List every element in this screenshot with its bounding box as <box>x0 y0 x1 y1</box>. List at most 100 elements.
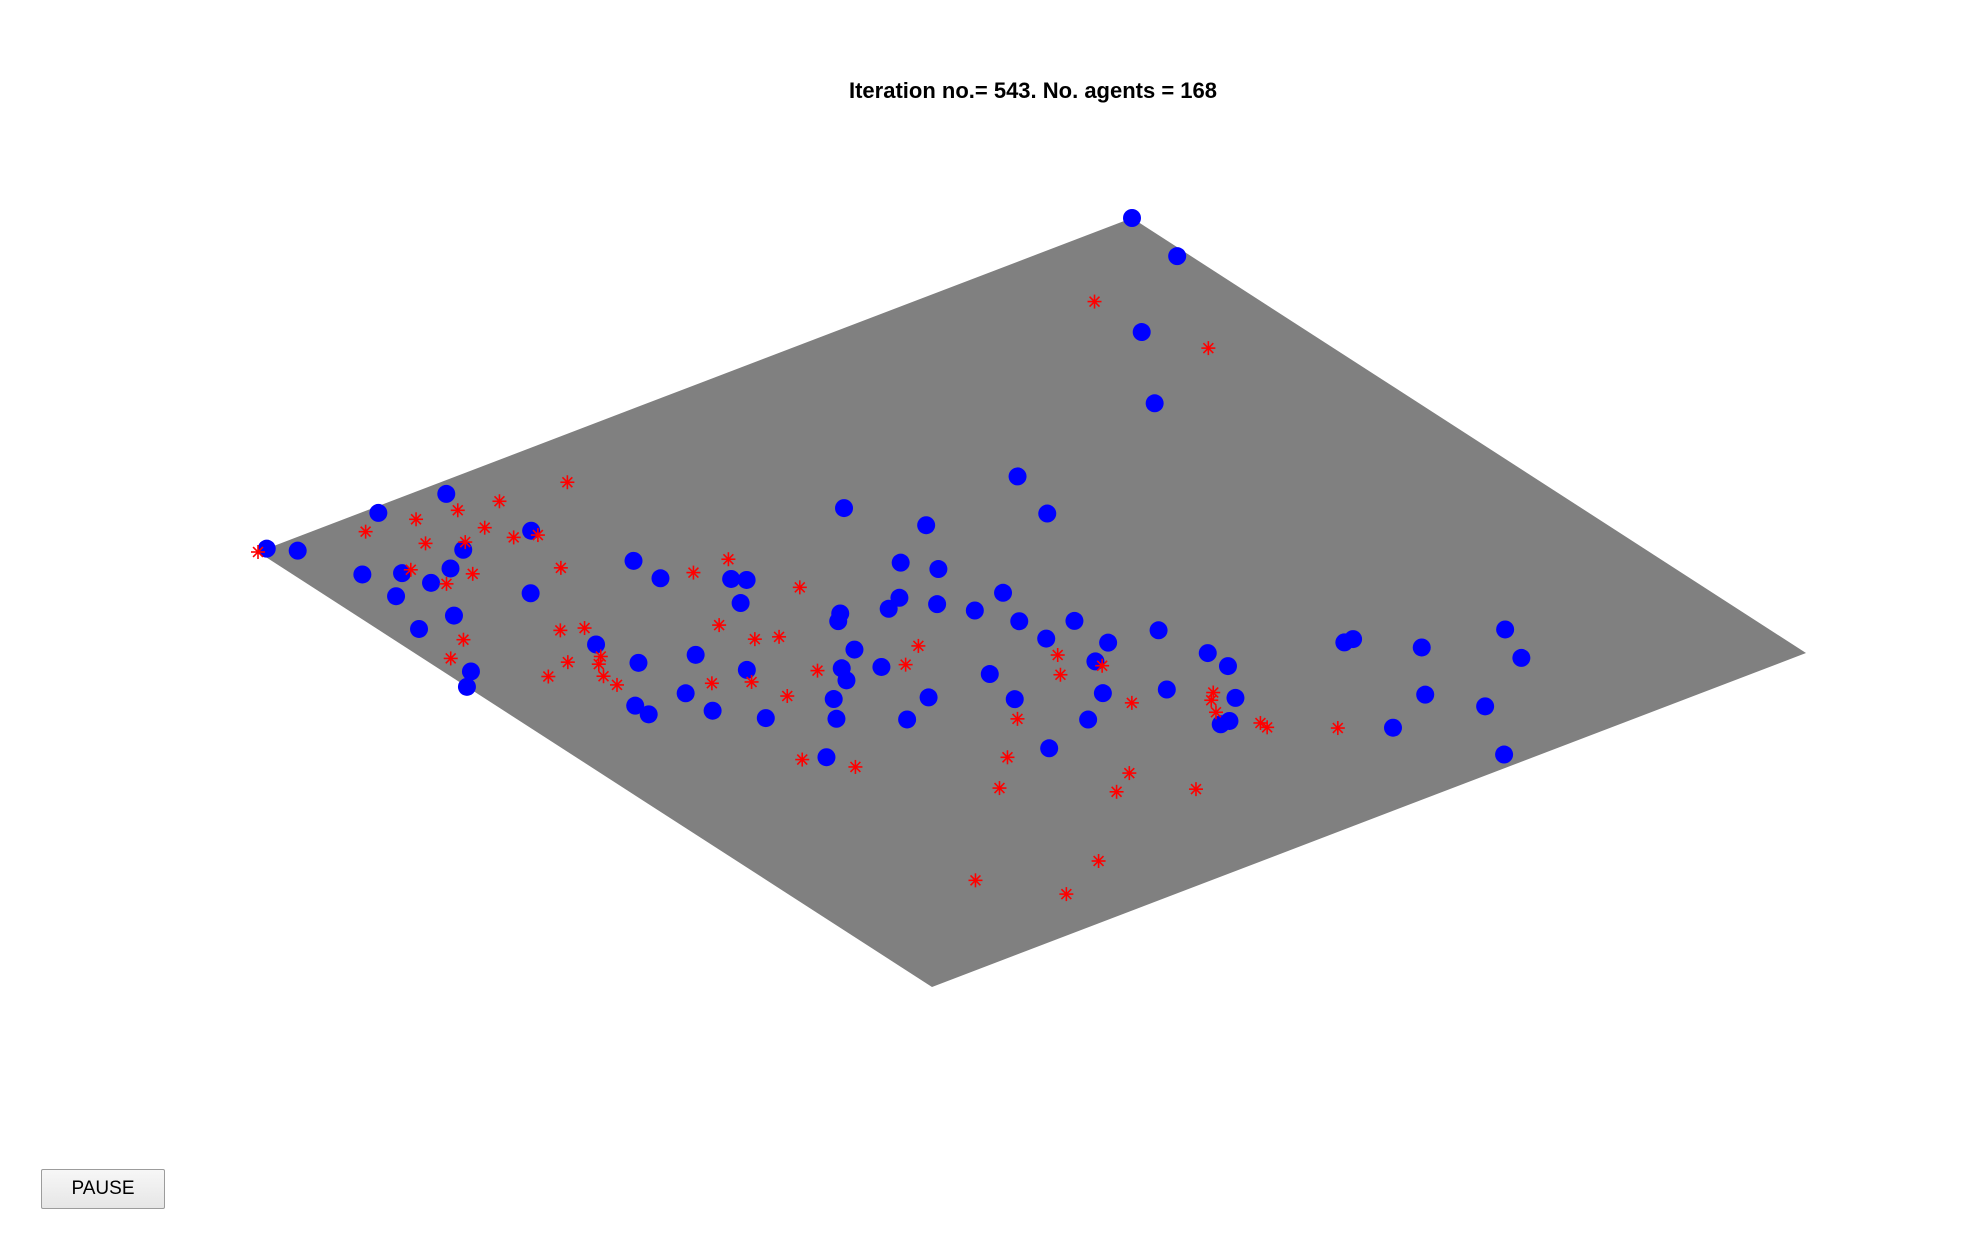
food-marker <box>704 676 719 691</box>
food-marker <box>1000 750 1015 765</box>
agent-marker <box>845 640 864 659</box>
food-marker <box>610 677 624 692</box>
agent-marker <box>1412 638 1431 657</box>
agent-marker <box>879 599 898 618</box>
agent-marker <box>756 709 775 728</box>
food-marker <box>553 560 568 575</box>
agent-marker <box>824 690 843 709</box>
food-marker <box>1208 705 1223 720</box>
agent-marker <box>387 587 406 606</box>
ground-plane <box>258 218 1806 987</box>
food-marker <box>506 530 521 545</box>
food-marker <box>553 623 568 638</box>
food-marker <box>1010 711 1025 726</box>
food-marker <box>968 873 983 888</box>
food-marker <box>744 674 759 689</box>
agent-marker <box>1384 718 1402 737</box>
agent-marker <box>1132 323 1151 342</box>
food-marker <box>721 552 736 567</box>
agent-marker <box>629 653 648 672</box>
agent-marker <box>929 560 948 579</box>
food-marker <box>1109 784 1124 799</box>
plot-title: Iteration no.= 543. No. agents = 168 <box>848 78 1218 103</box>
food-marker <box>596 669 611 684</box>
food-marker <box>530 528 545 543</box>
food-marker <box>747 632 762 647</box>
food-marker <box>810 663 825 678</box>
food-marker <box>1087 294 1102 309</box>
agent-marker <box>410 619 429 638</box>
food-marker <box>560 475 575 490</box>
agent-marker <box>737 660 756 679</box>
agent-marker <box>521 584 540 603</box>
agent-marker <box>626 696 645 715</box>
agent-marker <box>639 705 658 724</box>
agent-marker <box>1010 612 1029 631</box>
agent-marker <box>1037 629 1056 648</box>
food-marker <box>780 689 795 704</box>
agent-marker <box>1005 690 1024 709</box>
agent-marker <box>257 539 276 558</box>
food-marker <box>439 576 454 591</box>
agent-marker <box>965 601 984 620</box>
agent-marker <box>1145 394 1164 413</box>
food-marker <box>465 566 480 581</box>
agent-marker <box>676 684 695 703</box>
agent-marker <box>1008 467 1027 486</box>
agent-marker <box>1065 611 1084 630</box>
agent-marker <box>919 688 938 707</box>
agent-marker <box>872 657 891 676</box>
food-marker <box>1095 658 1110 673</box>
food-marker <box>458 535 473 550</box>
food-marker <box>898 657 913 672</box>
food-marker <box>792 580 807 595</box>
food-marker <box>795 752 810 767</box>
agent-marker <box>1149 621 1168 640</box>
agent-marker <box>722 569 741 588</box>
food-marker <box>456 632 471 647</box>
food-marker <box>358 524 373 539</box>
food-marker <box>712 618 727 633</box>
agent-marker <box>835 499 854 518</box>
food-marker <box>1059 887 1074 902</box>
agent-marker <box>1198 644 1217 663</box>
agent-marker <box>457 677 476 696</box>
agent-marker <box>651 569 670 588</box>
agent-marker <box>1157 680 1176 699</box>
agent-marker <box>1099 633 1118 652</box>
agent-marker <box>1079 710 1098 729</box>
agent-marker <box>353 565 372 584</box>
food-marker <box>1188 782 1203 797</box>
agent-marker <box>737 570 756 589</box>
food-marker <box>1201 341 1216 356</box>
food-marker <box>403 562 418 577</box>
agent-marker <box>1335 633 1354 652</box>
agent-marker <box>587 635 606 654</box>
agent-marker <box>1495 745 1514 764</box>
agent-marker <box>1476 697 1495 716</box>
food-marker <box>593 649 608 664</box>
agent-marker <box>1211 715 1230 734</box>
agent-marker <box>994 583 1013 602</box>
food-marker <box>409 512 424 527</box>
agent-marker <box>1496 620 1515 639</box>
agent-marker <box>980 665 999 684</box>
agent-marker <box>1512 648 1531 667</box>
food-marker <box>848 759 863 774</box>
food-marker <box>492 494 507 509</box>
agent-marker <box>461 662 480 681</box>
agent-marker <box>1123 209 1141 227</box>
food-marker <box>577 621 592 636</box>
agent-marker <box>369 503 388 522</box>
food-marker <box>418 536 433 551</box>
agent-marker <box>1040 739 1059 758</box>
food-marker <box>443 651 458 666</box>
pause-button[interactable]: PAUSE <box>41 1169 165 1209</box>
food-marker <box>541 669 556 684</box>
food-marker <box>1091 854 1106 869</box>
food-marker <box>1122 766 1137 781</box>
agent-marker <box>1416 685 1435 704</box>
agent-marker <box>1168 247 1187 266</box>
